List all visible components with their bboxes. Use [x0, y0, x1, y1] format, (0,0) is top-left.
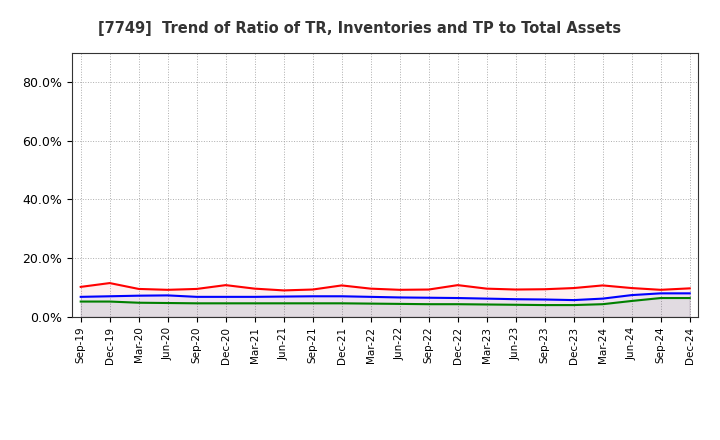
- Trade Receivables: [598, 283, 607, 288]
- Inventories: [338, 293, 346, 299]
- Inventories: [221, 294, 230, 300]
- Inventories: [511, 297, 520, 302]
- Trade Payables: [657, 295, 665, 301]
- Trade Payables: [76, 299, 85, 304]
- Inventories: [366, 294, 375, 300]
- Trade Payables: [482, 302, 491, 307]
- Trade Payables: [598, 301, 607, 307]
- Trade Receivables: [76, 284, 85, 290]
- Inventories: [627, 293, 636, 298]
- Inventories: [657, 291, 665, 296]
- Inventories: [541, 297, 549, 302]
- Trade Payables: [366, 301, 375, 306]
- Inventories: [454, 295, 462, 301]
- Trade Receivables: [338, 283, 346, 288]
- Trade Receivables: [541, 286, 549, 292]
- Inventories: [570, 297, 578, 303]
- Trade Receivables: [511, 287, 520, 292]
- Trade Payables: [454, 301, 462, 307]
- Inventories: [685, 291, 694, 296]
- Inventories: [395, 295, 404, 300]
- Trade Receivables: [366, 286, 375, 291]
- Trade Receivables: [570, 286, 578, 291]
- Trade Receivables: [192, 286, 201, 292]
- Trade Payables: [308, 301, 317, 306]
- Trade Payables: [251, 301, 259, 306]
- Trade Receivables: [454, 282, 462, 288]
- Trade Payables: [395, 301, 404, 307]
- Trade Receivables: [163, 287, 172, 293]
- Trade Receivables: [279, 288, 288, 293]
- Trade Receivables: [135, 286, 143, 292]
- Trade Receivables: [657, 287, 665, 293]
- Line: Inventories: Inventories: [81, 293, 690, 300]
- Trade Receivables: [685, 286, 694, 291]
- Trade Payables: [627, 298, 636, 304]
- Trade Receivables: [105, 280, 114, 286]
- Trade Receivables: [308, 287, 317, 292]
- Trade Payables: [192, 301, 201, 306]
- Trade Receivables: [221, 282, 230, 288]
- Inventories: [105, 293, 114, 299]
- Trade Payables: [685, 295, 694, 301]
- Line: Trade Payables: Trade Payables: [81, 298, 690, 305]
- Trade Payables: [338, 301, 346, 306]
- Trade Receivables: [482, 286, 491, 291]
- Trade Receivables: [424, 287, 433, 292]
- Line: Trade Receivables: Trade Receivables: [81, 283, 690, 290]
- Inventories: [482, 296, 491, 301]
- Inventories: [251, 294, 259, 300]
- Inventories: [163, 293, 172, 298]
- Trade Payables: [163, 301, 172, 306]
- Inventories: [192, 294, 201, 300]
- Trade Payables: [279, 301, 288, 306]
- Trade Payables: [221, 301, 230, 306]
- Trade Payables: [541, 302, 549, 308]
- Trade Payables: [105, 299, 114, 304]
- Trade Payables: [511, 302, 520, 308]
- Trade Payables: [135, 300, 143, 305]
- Trade Receivables: [627, 286, 636, 291]
- Text: [7749]  Trend of Ratio of TR, Inventories and TP to Total Assets: [7749] Trend of Ratio of TR, Inventories…: [99, 21, 621, 36]
- Inventories: [598, 296, 607, 301]
- Inventories: [135, 293, 143, 298]
- Trade Receivables: [395, 287, 404, 293]
- Trade Receivables: [251, 286, 259, 291]
- Inventories: [308, 293, 317, 299]
- Trade Payables: [424, 301, 433, 307]
- Inventories: [76, 294, 85, 300]
- Inventories: [424, 295, 433, 301]
- Trade Payables: [570, 302, 578, 308]
- Inventories: [279, 294, 288, 299]
